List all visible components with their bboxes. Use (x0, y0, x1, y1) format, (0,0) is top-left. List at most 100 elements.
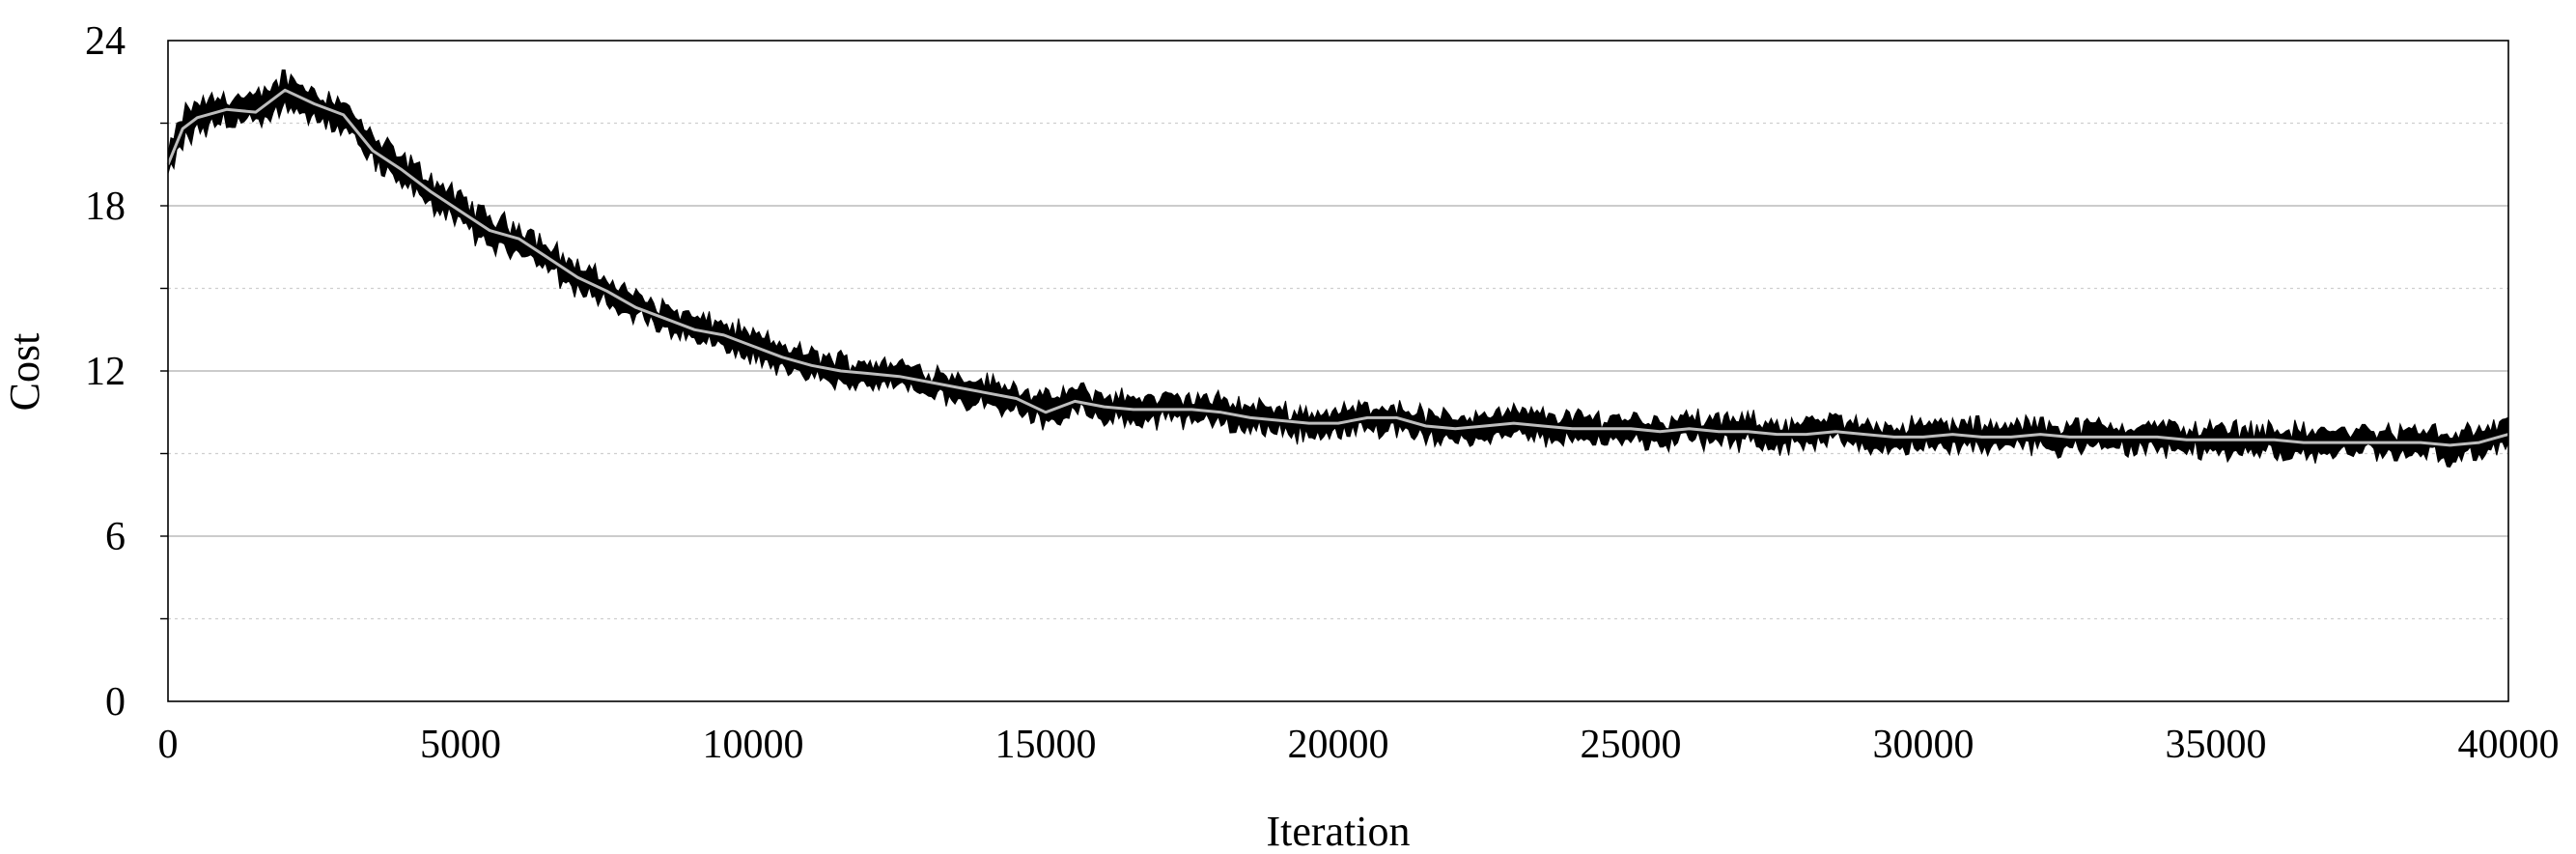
cost-point (1600, 427, 1603, 430)
cost-point (2185, 439, 2188, 441)
cost-point (2039, 433, 2042, 436)
cost-point (430, 190, 433, 193)
cost-point (2097, 436, 2100, 439)
cost-point (722, 333, 725, 336)
cost-point (1074, 400, 1077, 403)
cost-point (1190, 408, 1193, 411)
cost-point (1395, 416, 1398, 419)
cost-point (576, 276, 579, 279)
cost-point (1747, 430, 1750, 433)
cost-point (182, 128, 184, 130)
cost-point (664, 317, 667, 320)
cost-mean-line (166, 88, 2509, 447)
cost-point (1483, 425, 1486, 427)
cost-point (839, 370, 842, 372)
cost-point (284, 89, 287, 92)
cost-point (1249, 416, 1252, 419)
y-axis-title: Cost (1, 333, 48, 412)
cost-point (1512, 422, 1515, 425)
cost-point (2390, 441, 2393, 444)
x-tick-label: 25000 (1581, 723, 1682, 767)
cost-point (2009, 436, 2012, 439)
cost-range-band (167, 69, 2509, 468)
cost-point (2478, 441, 2480, 444)
cost-point (957, 386, 960, 389)
x-tick-labels: 0 5000 10000 15000 20000 25000 30000 35000 40000 (158, 723, 2560, 767)
x-tick-label: 0 (158, 723, 179, 767)
x-tick-label: 5000 (420, 723, 501, 767)
cost-point (810, 364, 813, 367)
cost-point (1307, 422, 1310, 425)
y-tick-label: 0 (105, 680, 126, 725)
cost-point (2068, 436, 2071, 439)
cost-point (518, 238, 520, 241)
cost-point (489, 229, 491, 232)
cost-band (167, 69, 2509, 468)
cost-point (225, 108, 228, 111)
gridlines (160, 122, 2508, 620)
x-tick-label: 10000 (703, 723, 804, 767)
cost-point (869, 372, 872, 375)
cost-point (1366, 416, 1369, 419)
cost-point (372, 150, 375, 152)
cost-point (1805, 433, 1807, 436)
y-tick-label: 12 (85, 350, 126, 394)
cost-point (1103, 406, 1106, 409)
cost-point (605, 290, 608, 293)
cost-line (166, 88, 2509, 447)
cost-point (1571, 427, 1574, 430)
cost-point (1863, 433, 1866, 436)
cost-point (2244, 439, 2247, 441)
cost-point (1892, 436, 1895, 439)
x-tick-label: 35000 (2166, 723, 2267, 767)
cost-point (634, 306, 637, 309)
cost-point (2215, 439, 2217, 441)
cost-point (1922, 436, 1924, 439)
y-tick-labels: 0 6 12 18 24 (85, 19, 126, 725)
cost-point (1424, 425, 1427, 427)
cost-point (313, 102, 316, 105)
cost-point (460, 210, 462, 213)
x-tick-label: 15000 (995, 723, 1097, 767)
cost-point (1045, 411, 1047, 413)
cost-point (1630, 427, 1632, 430)
cost-point (1542, 425, 1545, 427)
cost-point (196, 116, 199, 119)
y-tick-label: 18 (85, 185, 126, 229)
y-tick-label: 6 (105, 515, 126, 559)
cost-point (1162, 408, 1164, 411)
cost-point (342, 113, 345, 116)
cost-point (2302, 441, 2305, 444)
cost-point (254, 111, 257, 114)
cost-point (1337, 422, 1339, 425)
cost-point (693, 328, 696, 331)
x-tick-label: 30000 (1873, 723, 1974, 767)
cost-point (781, 356, 784, 358)
cost-point (2420, 441, 2422, 444)
cost-point (1776, 433, 1778, 436)
cost-point (2361, 441, 2364, 444)
plot-frame (167, 40, 2509, 702)
cost-point (2449, 443, 2451, 446)
cost-point (1688, 427, 1691, 430)
cost-point (1717, 430, 1720, 433)
cost-point (1278, 419, 1281, 422)
cost-point (2156, 436, 2159, 439)
cost-point (1454, 427, 1457, 430)
cost-point (1132, 408, 1134, 411)
cost-point (546, 257, 549, 260)
cost-point (2273, 439, 2276, 441)
cost-point (1659, 430, 1662, 433)
cost-point (401, 168, 404, 171)
cost-point (1980, 436, 1983, 439)
y-tick-label: 24 (85, 19, 126, 64)
cost-point (2127, 436, 2130, 439)
cost-point (986, 391, 989, 394)
x-axis-title: Iteration (1266, 808, 1410, 854)
cost-point (898, 375, 901, 378)
cost-point (2332, 441, 2335, 444)
x-tick-label: 20000 (1288, 723, 1389, 767)
cost-point (1015, 397, 1018, 400)
cost-point (752, 345, 754, 348)
